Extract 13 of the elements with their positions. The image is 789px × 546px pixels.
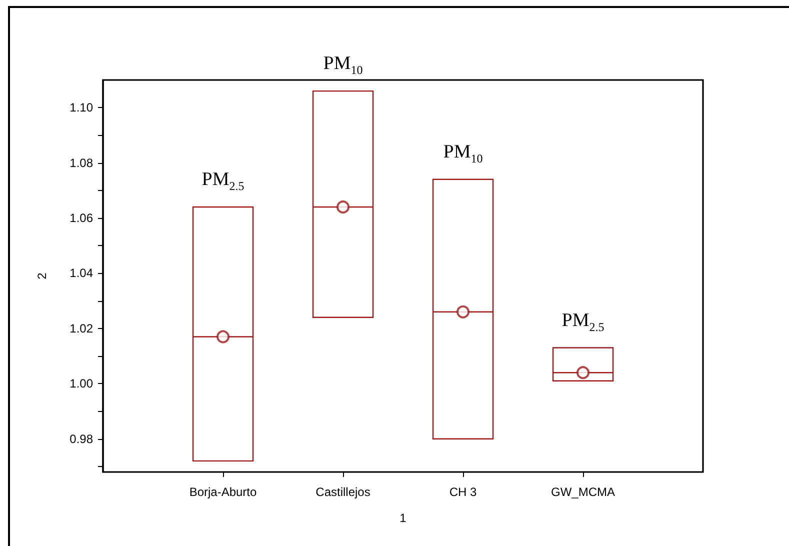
y-tick-label: 1.08 bbox=[70, 156, 94, 170]
y-tick-label: 1.04 bbox=[70, 266, 94, 280]
y-axis-title: 2 bbox=[35, 272, 49, 280]
y-tick-label: 1.02 bbox=[70, 321, 94, 336]
y-tick-label: 1.10 bbox=[70, 100, 94, 115]
x-axis-title: 1 bbox=[400, 511, 407, 525]
x-tick-label: CH 3 bbox=[449, 485, 477, 499]
x-tick-label: Borja-Aburto bbox=[189, 485, 258, 499]
x-tick-label: Castillejos bbox=[316, 485, 370, 499]
y-tick-label: 1.00 bbox=[70, 376, 94, 391]
x-tick-label: GW_MCMA bbox=[551, 485, 615, 499]
y-tick-label: 0.98 bbox=[70, 432, 94, 446]
y-tick-label: 1.06 bbox=[70, 211, 94, 226]
